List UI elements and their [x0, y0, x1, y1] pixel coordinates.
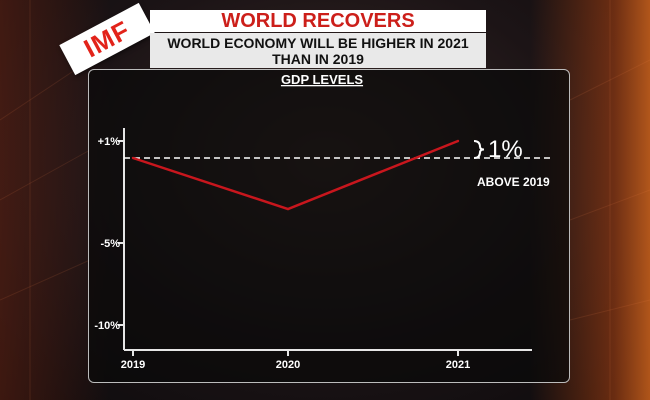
annotation-value: 1% [488, 136, 523, 163]
y-tick-label: -5% [100, 238, 120, 250]
chart-panel [88, 69, 570, 383]
headline-box: WORLD RECOVERS [150, 10, 486, 32]
chart-title: GDP LEVELS [281, 72, 363, 87]
gdp-series-line [132, 139, 459, 211]
gdp-data-point [131, 156, 135, 160]
subheadline-line-2: THAN IN 2019 [272, 50, 364, 67]
y-tick-label: -10% [94, 320, 120, 332]
gdp-data-point [456, 139, 460, 143]
subheadline-line-1: WORLD ECONOMY WILL BE HIGHER IN 2021 [167, 34, 469, 51]
x-tick-label: 2021 [446, 359, 470, 371]
annotation-caption: ABOVE 2019 [477, 175, 550, 189]
x-tick-label: 2019 [121, 359, 145, 371]
headline: WORLD RECOVERS [221, 9, 415, 32]
subheadline-box: WORLD ECONOMY WILL BE HIGHER IN 2021 THA… [150, 33, 486, 68]
gdp-data-point [286, 207, 290, 211]
x-tick-label: 2020 [276, 359, 300, 371]
y-tick-label: +1% [98, 136, 121, 148]
annotation-brace [473, 140, 485, 159]
